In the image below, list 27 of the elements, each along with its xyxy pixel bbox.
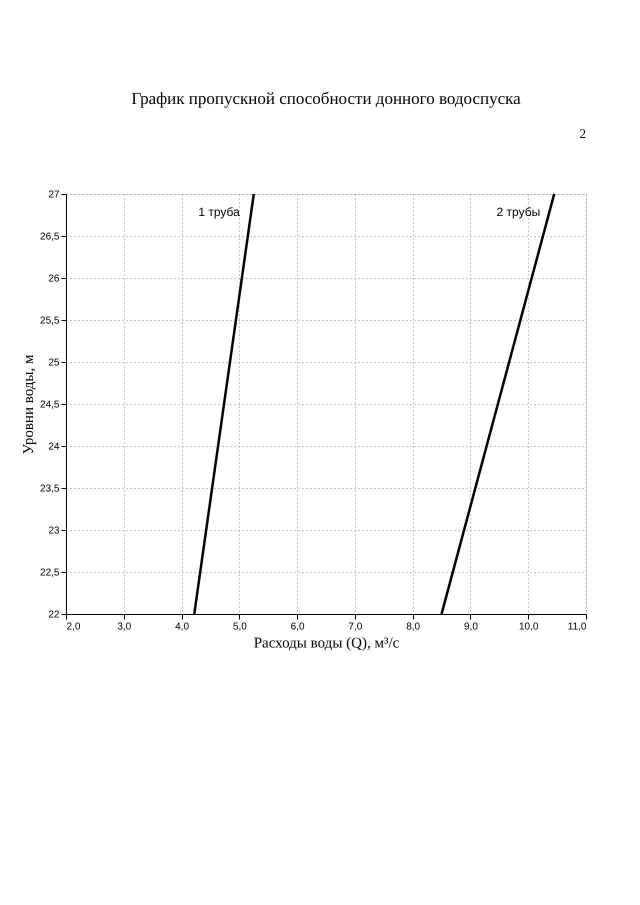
x-axis-title: Расходы воды (Q), м³/с bbox=[254, 636, 400, 652]
y-tick-label: 23,5 bbox=[40, 484, 60, 494]
x-tick-label: 8,0 bbox=[406, 622, 421, 632]
y-tick-label: 24 bbox=[48, 442, 60, 452]
x-tick-label: 11,0 bbox=[568, 622, 587, 632]
y-tick-label: 26,5 bbox=[40, 232, 60, 242]
x-tick-label: 7,0 bbox=[348, 622, 363, 632]
y-tick-label: 22 bbox=[48, 610, 60, 620]
chart-title: График пропускной способности донного водоспуска bbox=[131, 89, 522, 108]
x-tick-label: 6,0 bbox=[290, 622, 305, 632]
series-label: 2 трубы bbox=[496, 205, 540, 219]
x-tick-label: 2,0 bbox=[66, 622, 81, 632]
y-axis-title: Уровни воды, м bbox=[21, 354, 38, 454]
x-tick-label: 3,0 bbox=[117, 622, 132, 632]
y-tick-label: 25,5 bbox=[40, 316, 60, 326]
text: 2 bbox=[580, 126, 586, 141]
y-tick-label: 27 bbox=[48, 190, 60, 200]
x-tick-label: 5,0 bbox=[232, 622, 248, 632]
y-tick-label: 26 bbox=[48, 274, 60, 284]
y-tick-label: 25 bbox=[48, 358, 60, 368]
y-tick-label: 22,5 bbox=[40, 568, 60, 578]
y-tick-label: 24,5 bbox=[40, 400, 60, 410]
x-tick-label: 9,0 bbox=[464, 622, 478, 632]
series-label: 1 труба bbox=[198, 205, 240, 219]
y-tick-label: 23 bbox=[48, 526, 60, 536]
x-tick-label: 10,0 bbox=[518, 622, 539, 632]
x-tick-label: 4,0 bbox=[175, 622, 190, 632]
